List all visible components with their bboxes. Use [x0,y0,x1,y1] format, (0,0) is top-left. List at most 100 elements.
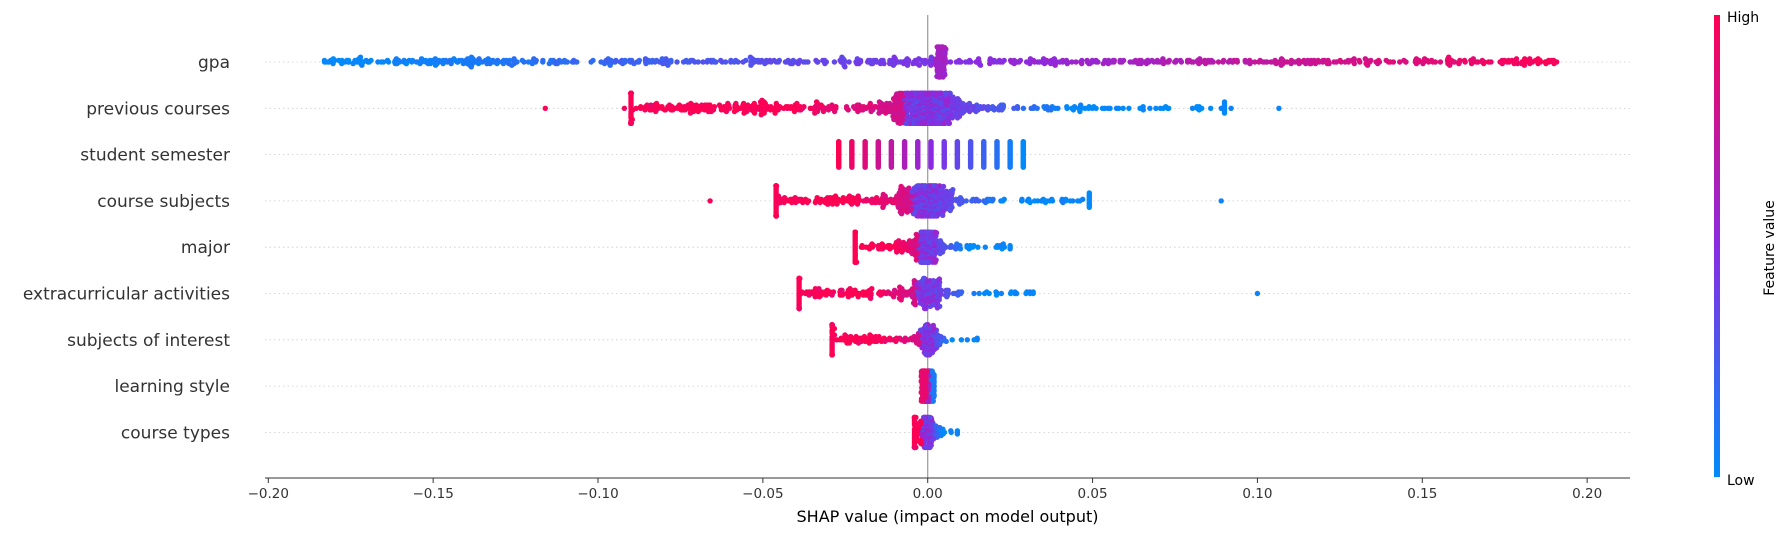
shap-point [670,107,676,113]
shap-point [822,105,828,112]
shap-point [875,138,881,145]
shap-point [475,60,482,67]
shap-point [1368,57,1374,64]
shap-point [1254,290,1261,297]
shap-point [1468,60,1475,67]
shap-point [976,290,982,297]
feature-label: course subjects [97,192,230,212]
shap-point [930,278,936,284]
shap-point [765,104,771,110]
shap-point [840,195,846,201]
shap-point [940,183,947,190]
shap-point [840,199,846,206]
shap-point [695,59,701,65]
shap-point [690,102,696,108]
shap-point [773,100,779,107]
shap-point [898,297,904,303]
shap-point [324,59,330,65]
shap-point [932,259,938,265]
shap-point [936,183,943,189]
feature-label: course types [121,423,230,443]
shap-point [997,242,1003,249]
shap-point [1173,57,1180,64]
shap-point [873,333,879,340]
shap-point [913,231,919,238]
shap-point [896,191,902,198]
shap-point [1027,56,1034,62]
shap-point [998,290,1005,297]
shap-point [895,290,901,297]
shap-point [1218,198,1224,204]
shap-point [1228,105,1234,112]
shap-point [937,292,943,298]
shap-point [378,59,384,65]
shap-point [1375,60,1381,67]
shap-point [870,242,877,249]
shap-point [1160,105,1167,112]
shap-point [1488,59,1494,65]
shap-point [1078,102,1084,108]
shap-point [990,196,996,202]
shap-point [1064,60,1071,67]
shap-point [975,244,981,250]
shap-point [704,102,711,108]
shap-point [919,259,925,265]
shap-point [531,56,537,62]
shap-point [823,292,829,298]
shap-point [891,287,898,293]
shap-point [1110,57,1116,64]
shap-point [1014,104,1021,110]
shap-point [1001,196,1007,202]
shap-point [747,54,754,60]
shap-point [1364,62,1371,68]
shap-point [971,242,977,249]
shap-point [1543,60,1549,67]
shap-point [403,60,409,67]
shap-point [633,105,639,112]
shap-point [783,104,789,110]
shap-point [500,60,507,67]
shap-point [971,290,977,297]
shap-point [950,187,956,193]
shap-point [851,287,858,293]
shap-point [877,246,883,252]
shap-point [1020,105,1027,112]
shap-point [676,102,683,108]
shap-point [733,100,739,107]
shap-point [748,62,754,68]
shap-point [958,337,965,343]
shap-point [925,398,931,404]
shap-point [554,60,561,67]
shap-point [849,195,856,201]
shap-point [863,244,869,250]
shap-point [1527,60,1533,67]
shap-point [859,242,865,249]
shap-point [745,102,751,108]
shap-point [1278,56,1285,62]
shap-point [1031,104,1037,110]
x-tick-label: 0.10 [1242,486,1272,502]
shap-point [851,104,857,110]
shap-point [1000,102,1006,108]
shap-point [966,108,973,115]
shap-point [725,100,731,107]
shap-point [771,57,777,64]
shap-point [916,62,922,68]
shap-point [1082,105,1088,112]
shap-point [880,191,886,198]
shap-point [1412,57,1419,64]
shap-point [1421,56,1428,62]
shap-point [1307,60,1313,67]
feature-label: extracurricular activities [23,285,230,305]
x-tick-label: −0.15 [412,486,453,502]
shap-point [964,242,970,249]
shap-point [888,138,895,145]
shap-point [1031,198,1038,204]
shap-point [879,241,885,247]
shap-point [1225,59,1232,65]
shap-point [1055,105,1061,112]
shap-point [723,108,730,115]
shap-point [1342,59,1348,65]
shap-point [601,60,608,67]
shap-point [876,199,883,206]
